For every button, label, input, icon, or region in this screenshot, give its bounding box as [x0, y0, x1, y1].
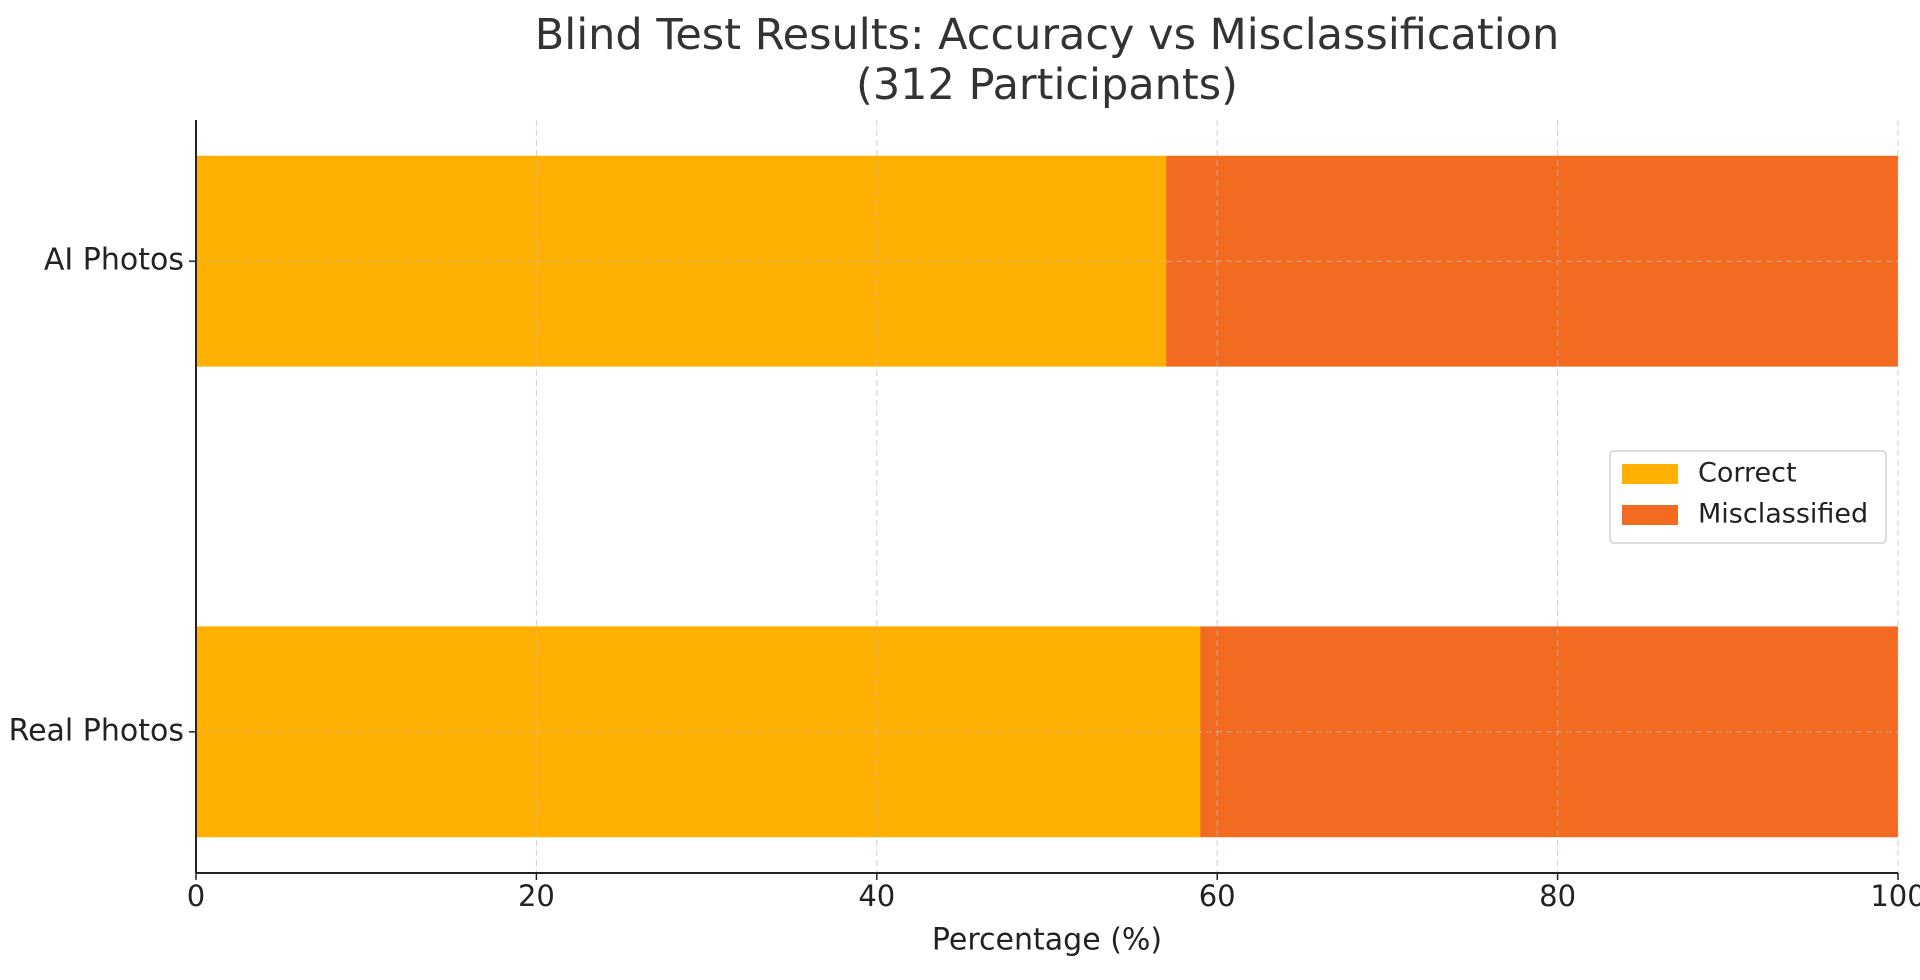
legend-swatch [1622, 464, 1678, 484]
x-tick-label: 0 [187, 879, 205, 913]
legend-label: Misclassified [1698, 499, 1868, 530]
legend-label: Correct [1698, 458, 1797, 489]
legend-box [1609, 450, 1887, 544]
chart-title: Blind Test Results: Accuracy vs Misclass… [534, 10, 1560, 110]
legend-swatch [1622, 505, 1678, 525]
x-tick-label: 60 [1199, 879, 1236, 913]
legend: Correct Misclassified [1609, 450, 1887, 544]
x-tick-label: 20 [518, 879, 555, 913]
x-tick-label: 40 [858, 879, 895, 913]
x-axis-label: Percentage (%) [932, 923, 1162, 958]
y-tick-label: Real Photos [9, 713, 184, 748]
x-tick-label: 80 [1539, 879, 1576, 913]
x-tick-label: 100 [1870, 879, 1920, 913]
y-tick-label: AI Photos [44, 243, 184, 278]
